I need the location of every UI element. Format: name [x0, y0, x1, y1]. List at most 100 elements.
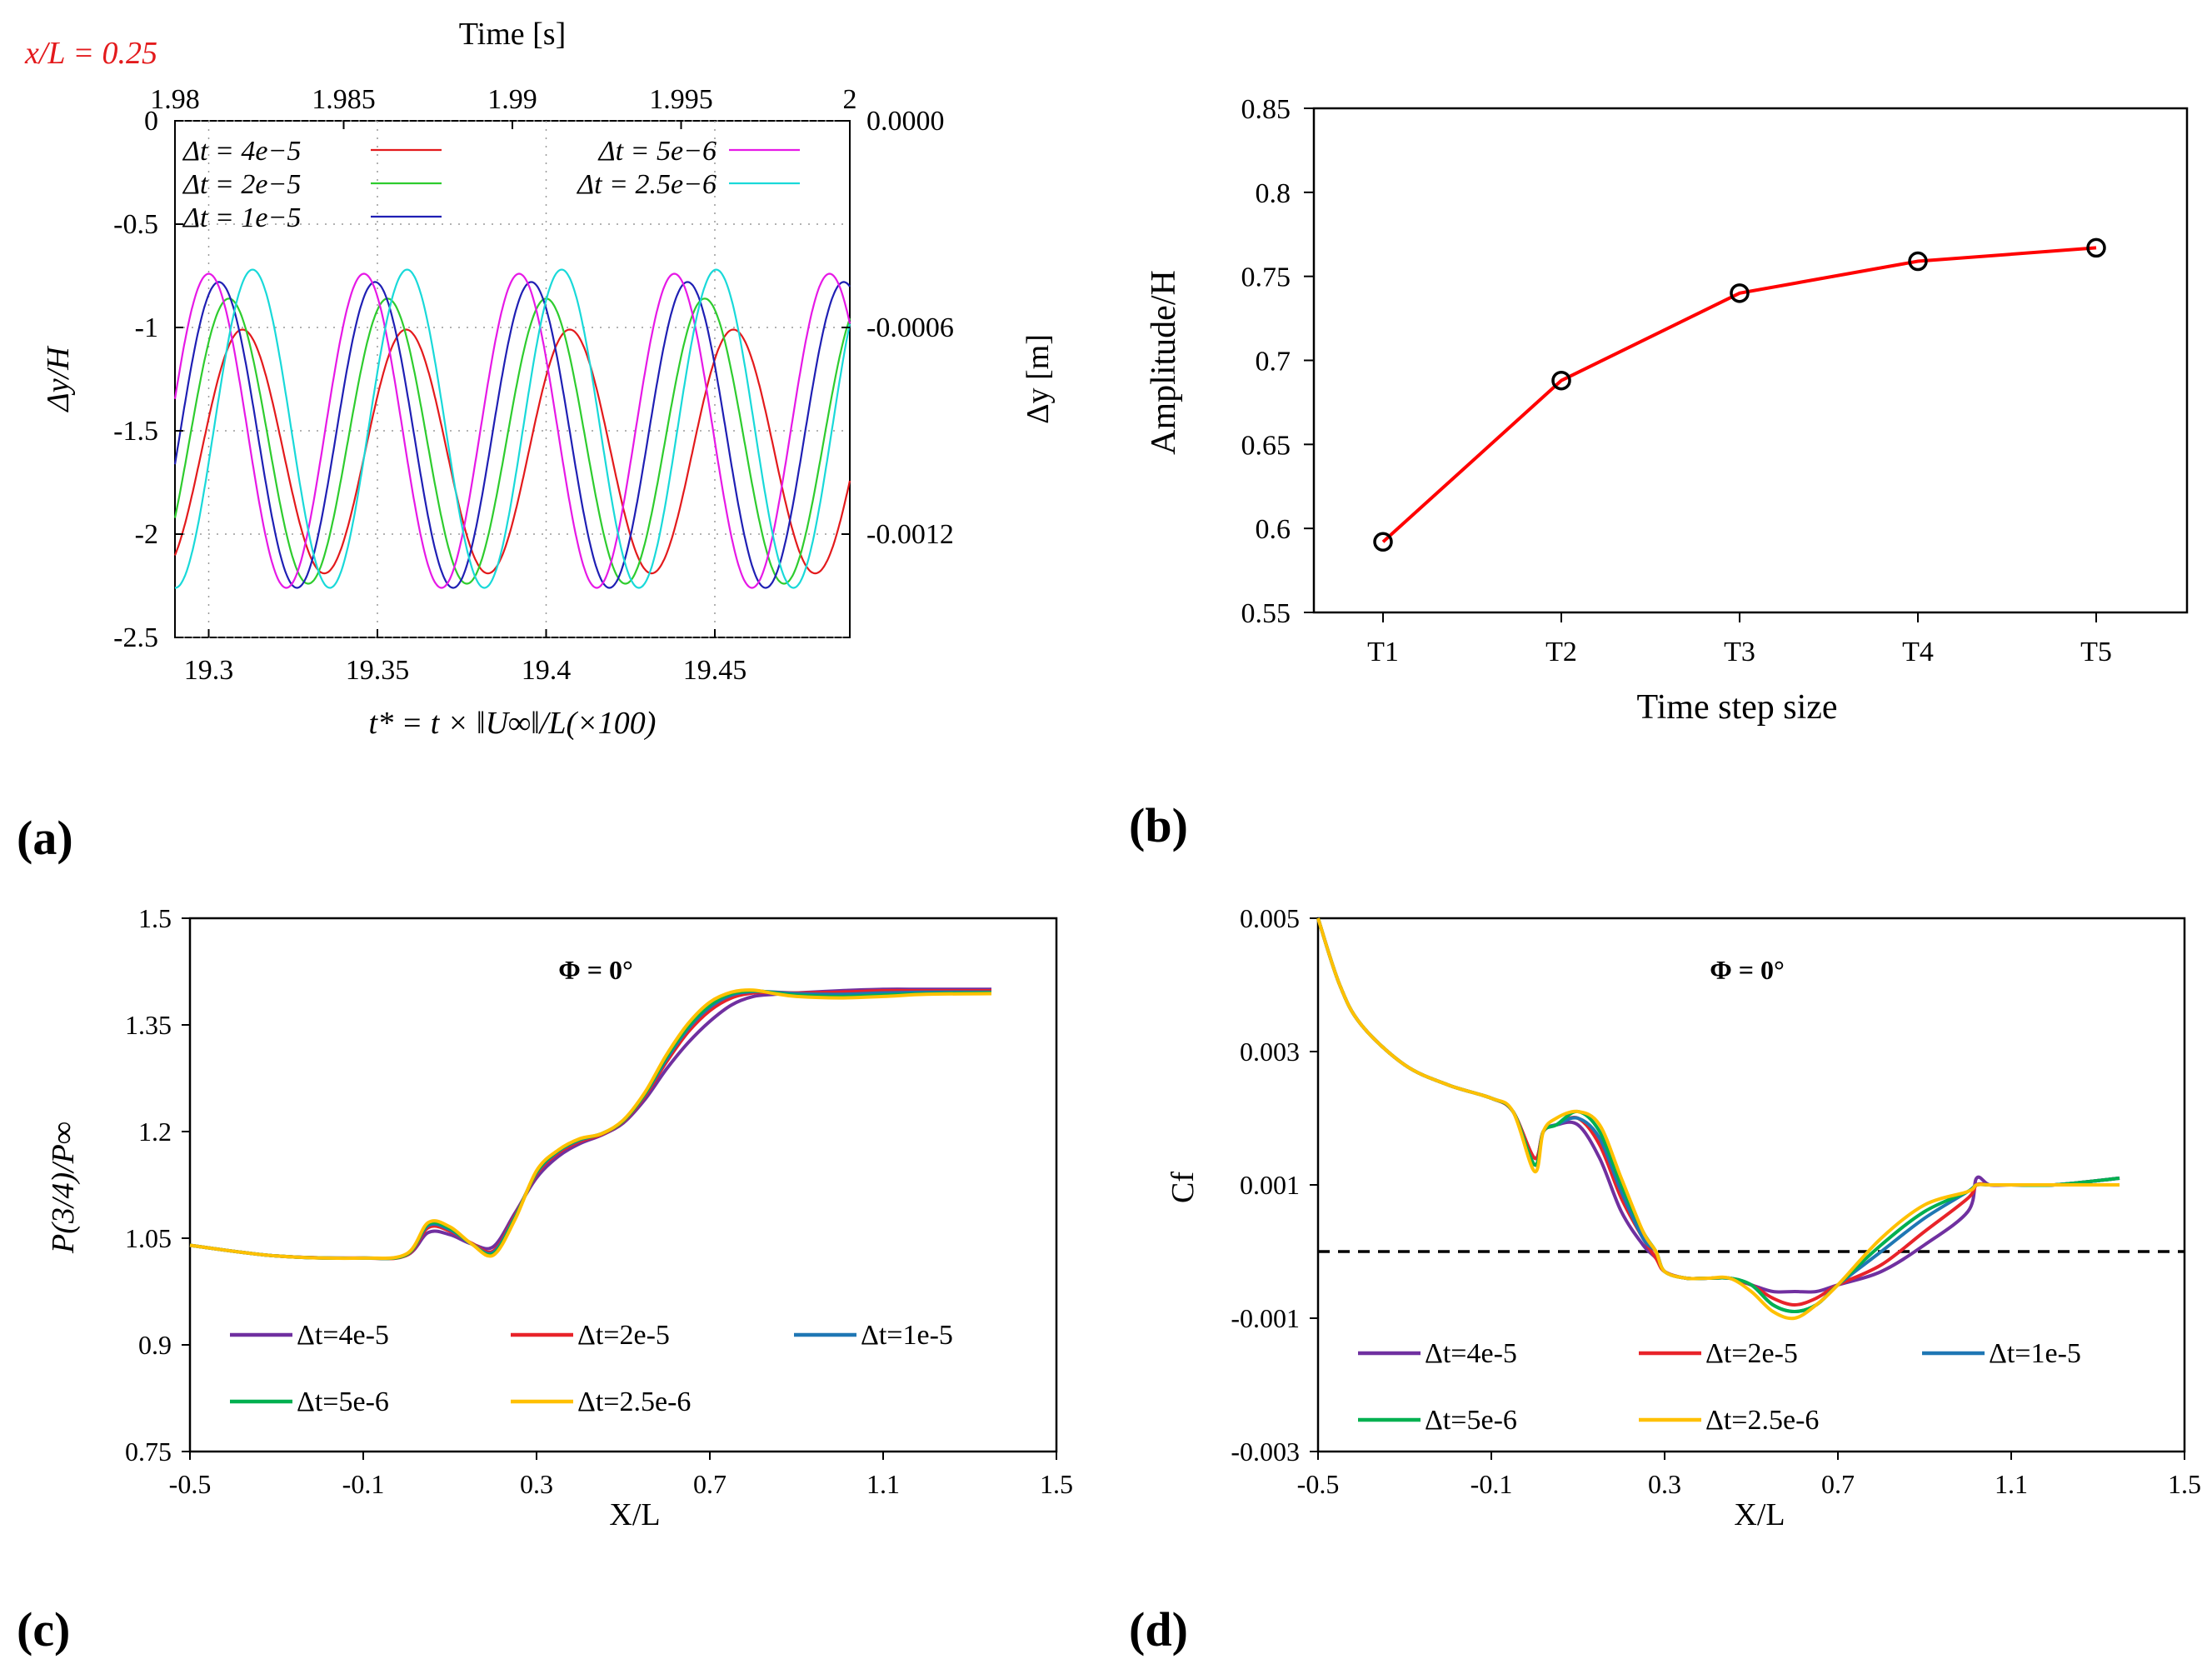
panel-c-y-tick-label: 1.2: [138, 1117, 172, 1147]
panel-b-x-tick-label: T2: [1545, 637, 1577, 667]
panel-a-top-tick-label: 1.99: [487, 84, 537, 115]
panel-c-series-line-3: [189, 988, 992, 1261]
panel-c-y-tick-label: 0.75: [125, 1437, 172, 1467]
panel-b-point-T2: [1551, 370, 1571, 391]
panel-c-legend-label-4: Δt=2.5e-6: [577, 1387, 691, 1417]
panel-c-x-tick-label: -0.5: [169, 1469, 212, 1499]
panel-c-legend-label-0: Δt=4e-5: [297, 1320, 389, 1351]
panel-c-title: Φ = 0°: [558, 955, 633, 985]
panel-d-x-tick-label: 0.3: [1648, 1469, 1681, 1499]
panel-d-y-axis-label: Cf: [1166, 1172, 1201, 1203]
panel-c-y-tick-label: 1.05: [125, 1223, 172, 1253]
panel-a-x-ticks: 19.3 19.35 19.4 19.45: [184, 629, 747, 686]
panel-a-legend-label-3: Δt = 5e−6: [597, 136, 717, 167]
panel-a-y-tick-label: -2: [135, 519, 158, 550]
panel-d-chart: 0.005 0.003 0.001 -0.001 -0.003 -0.5 -0.1 0.3 0…: [1129, 903, 2201, 1657]
panel-b-series-line: [1381, 246, 2097, 543]
panel-c-x-tick-label: -0.1: [342, 1469, 385, 1499]
panel-a-y-axis-label: Δy/H: [41, 345, 76, 413]
panel-d-x-tick-label: 1.5: [2168, 1469, 2201, 1499]
panel-b-y-axis-label: Amplitude/H: [1145, 270, 1183, 455]
panel-a-right-tick-label: -0.0012: [866, 519, 954, 550]
panel-c-y-ticks: 1.5 1.35 1.2 1.05 0.9 0.75: [125, 903, 190, 1467]
panel-c-series-line-0: [189, 987, 991, 1261]
panel-c-series: [189, 987, 992, 1261]
panel-b-x-tick-label: T3: [1724, 637, 1755, 667]
panel-d-series: [1316, 917, 2120, 1321]
panel-b-y-tick-label: 0.75: [1241, 262, 1291, 293]
panel-b-y-tick-label: 0.7: [1256, 347, 1291, 377]
panel-a-legend-label-0: Δt = 4e−5: [182, 136, 301, 167]
panel-d-label: (d): [1129, 1602, 1188, 1657]
panel-a-y-tick-label: -1.5: [113, 416, 158, 447]
panel-a-annotation: x/L = 0.25: [24, 36, 157, 71]
panel-d-x-axis-label: X/L: [1734, 1497, 1785, 1532]
panel-a-series-line-0: [173, 328, 851, 575]
panel-d-series-line-4: [1316, 917, 2120, 1321]
panel-c-chart: 1.5 1.35 1.2 1.05 0.9 0.75 -0.5 -0.1 0.3 0.7 1.1 1…: [17, 903, 1073, 1657]
panel-b-y-tick-label: 0.55: [1241, 598, 1291, 629]
panel-c-x-ticks: -0.5 -0.1 0.3 0.7 1.1 1.5: [169, 1452, 1073, 1499]
panel-c-x-tick-label: 1.5: [1040, 1469, 1073, 1499]
panel-b-point-T4: [1908, 251, 1928, 272]
panel-a-series-line-1: [173, 297, 851, 585]
panel-a-right-tick-label: -0.0006: [866, 312, 954, 343]
panel-d-y-tick-label: 0.005: [1240, 903, 1300, 933]
panel-b-x-tick-label: T5: [2080, 637, 2112, 667]
panel-a-y-tick-label: -1: [135, 312, 158, 343]
panel-a-top-axis-label: Time [s]: [459, 17, 566, 52]
panel-a-right-ticks: 0.0000 -0.0006 -0.0012: [841, 106, 954, 550]
panel-d-x-ticks: -0.5 -0.1 0.3 0.7 1.1 1.5: [1297, 1452, 2201, 1499]
panel-d-y-ticks: 0.005 0.003 0.001 -0.001 -0.003: [1231, 903, 1318, 1467]
panel-a-top-tick-label: 1.995: [649, 84, 713, 115]
panel-d-x-tick-label: 1.1: [1995, 1469, 2028, 1499]
panel-a-chart: 0 -0.5 -1 -1.5 -2 -2.5 19.3 19.35 19.4 19.45 1.9…: [17, 17, 1056, 865]
panel-c-y-tick-label: 1.5: [138, 903, 172, 933]
panel-c-x-tick-label: 1.1: [866, 1469, 900, 1499]
panel-d-y-tick-label: -0.001: [1231, 1303, 1300, 1333]
panel-c-y-tick-label: 1.35: [125, 1010, 172, 1040]
panel-b-x-tick-label: T4: [1902, 637, 1934, 667]
panel-b-chart: 0.85 0.8 0.75 0.7 0.65 0.6 0.55 T1 T2 T3 T4 T5 Tim…: [1129, 94, 2189, 852]
panel-a-legend: Δt = 4e−5Δt = 2e−5Δt = 1e−5 Δt = 5e−6Δt =…: [182, 136, 800, 233]
panel-a-x-tick-label: 19.35: [346, 655, 410, 686]
panel-d-legend-label-1: Δt=2e-5: [1705, 1338, 1798, 1369]
panel-b-plot-frame: [1312, 107, 2189, 614]
panel-b-point-T5: [2086, 237, 2106, 258]
panel-c-plot-frame: [188, 917, 1058, 1453]
panel-c-legend-label-1: Δt=2e-5: [577, 1320, 670, 1351]
panel-a-series: [173, 268, 851, 589]
panel-b-y-ticks: 0.85 0.8 0.75 0.7 0.65 0.6 0.55: [1241, 94, 1314, 629]
panel-b-series: [1373, 237, 2106, 552]
panel-b-x-axis-label: Time step size: [1636, 688, 1837, 727]
panel-a-top-tick-label: 2: [843, 84, 857, 115]
panel-a-y-tick-label: -2.5: [113, 622, 158, 653]
panel-a-right-axis-label: Δy [m]: [1021, 334, 1056, 424]
panel-a-x-tick-label: 19.3: [184, 655, 234, 686]
panel-c-x-tick-label: 0.3: [520, 1469, 553, 1499]
panel-c-legend: Δt=4e-5 Δt=2e-5 Δt=1e-5 Δt=5e-6 Δt=2.5e-6: [230, 1320, 953, 1417]
panel-c-label: (c): [17, 1602, 70, 1657]
panel-a-series-line-4: [174, 268, 851, 589]
panel-d-y-tick-label: 0.001: [1240, 1170, 1300, 1200]
panel-a-top-tick-label: 1.985: [312, 84, 376, 115]
panel-b-point-T1: [1373, 532, 1393, 552]
panel-a-x-axis-label: t* = t × ‖U∞‖/L(×100): [369, 706, 657, 741]
panel-c-y-tick-label: 0.9: [138, 1330, 172, 1360]
panel-d-x-tick-label: -0.5: [1297, 1469, 1340, 1499]
panel-d-y-tick-label: -0.003: [1231, 1437, 1300, 1467]
panel-d-title: Φ = 0°: [1710, 955, 1785, 985]
panel-a-series-line-2: [173, 281, 851, 589]
panel-d-legend-label-0: Δt=4e-5: [1425, 1338, 1517, 1369]
panel-a-series-line-3: [173, 272, 851, 589]
panel-c-series-line-1: [189, 988, 991, 1261]
panel-b-y-tick-label: 0.8: [1256, 178, 1291, 209]
panel-a-y-ticks: 0 -0.5 -1 -1.5 -2 -2.5: [113, 106, 183, 653]
panel-a-legend-label-2: Δt = 1e−5: [182, 202, 301, 233]
panel-a-label: (a): [17, 811, 73, 865]
panel-a-y-tick-label: 0: [144, 106, 158, 137]
panel-d-legend-label-2: Δt=1e-5: [1989, 1338, 2081, 1369]
panel-a-right-tick-label: 0.0000: [866, 106, 945, 137]
panel-a-x-tick-label: 19.45: [683, 655, 747, 686]
